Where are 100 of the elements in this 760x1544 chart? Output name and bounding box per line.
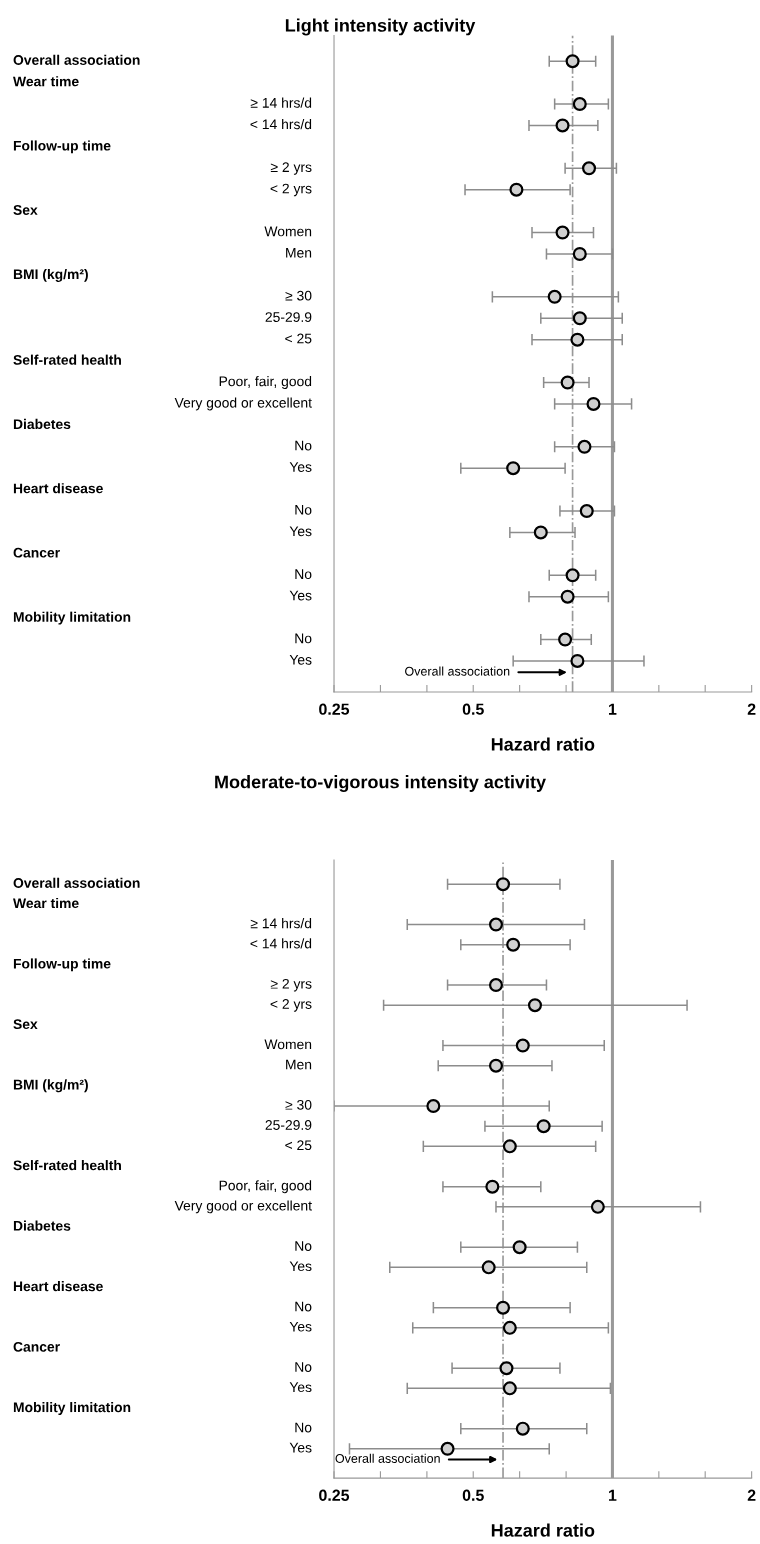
text: Cancer bbox=[13, 547, 60, 558]
point bbox=[502, 1139, 517, 1154]
y-tick-label: ≥ 2 yrs bbox=[270, 978, 312, 992]
x-tick-label: 0.25 bbox=[319, 1489, 350, 1501]
point bbox=[512, 1240, 527, 1255]
point bbox=[586, 396, 601, 411]
y-tick-label: Yes bbox=[289, 655, 312, 665]
x-tick-label: 0.5 bbox=[462, 703, 484, 715]
point bbox=[558, 632, 573, 647]
point bbox=[555, 225, 570, 240]
point bbox=[506, 937, 521, 952]
y-tick-label: No bbox=[295, 1362, 312, 1372]
y-tick-label: Very good or excellent bbox=[174, 397, 312, 411]
y-tick-label: 25-29.9 bbox=[265, 312, 312, 322]
y-tick-label: No bbox=[295, 569, 312, 580]
text: Wear time bbox=[13, 897, 79, 909]
point bbox=[555, 118, 570, 133]
text: Heart disease bbox=[13, 1281, 103, 1292]
y-tick-label: < 25 bbox=[285, 1140, 312, 1151]
y-tick-label: 25-29.9 bbox=[265, 1120, 312, 1130]
y-tick-label: Yes bbox=[289, 1321, 312, 1332]
point bbox=[496, 877, 511, 892]
point bbox=[496, 1300, 511, 1315]
point bbox=[579, 504, 594, 519]
point bbox=[515, 1038, 530, 1053]
point bbox=[499, 1361, 514, 1376]
y-tick-label: < 14 hrs/d bbox=[250, 938, 312, 949]
y-tick-label: ≥ 30 bbox=[285, 1099, 312, 1110]
chart-title: Moderate-to-vigorous intensity activity bbox=[215, 775, 546, 792]
x-tick-label: 0.25 bbox=[319, 703, 350, 715]
y-tick-label: ≥ 14 hrs/d bbox=[250, 918, 312, 929]
y-tick-label: Men bbox=[286, 1059, 312, 1070]
y-tick-label: No bbox=[295, 1301, 312, 1312]
y-tick-label: Yes bbox=[289, 526, 312, 537]
text: Overall association bbox=[13, 877, 140, 888]
y-tick-label: Women bbox=[264, 226, 312, 237]
text: BMI (kg/m²) bbox=[13, 1079, 88, 1093]
y-tick-label: Women bbox=[264, 1039, 312, 1050]
y-tick-label: Poor, fair, good bbox=[219, 1180, 312, 1194]
point bbox=[570, 332, 585, 347]
x-axis-title: Hazard ratio bbox=[491, 737, 595, 751]
text: Heart disease bbox=[13, 483, 103, 494]
text: Diabetes bbox=[13, 1220, 71, 1231]
point bbox=[572, 246, 587, 261]
point bbox=[572, 311, 587, 326]
point bbox=[560, 589, 575, 604]
x-tick-label: 2 bbox=[747, 1489, 756, 1501]
y-tick-label: < 2 yrs bbox=[270, 999, 312, 1012]
x-axis-title: Hazard ratio bbox=[491, 1523, 595, 1537]
x-tick-label: 1 bbox=[609, 1489, 617, 1501]
point bbox=[488, 917, 503, 932]
y-tick-label: ≥ 14 hrs/d bbox=[250, 97, 312, 108]
point bbox=[547, 289, 562, 304]
text: Wear time bbox=[13, 76, 79, 87]
y-tick-label: Yes bbox=[289, 1442, 312, 1453]
point bbox=[570, 653, 585, 668]
y-tick-label: Yes bbox=[289, 590, 312, 601]
y-tick-label: Men bbox=[286, 248, 312, 258]
y-tick-label: No bbox=[295, 440, 312, 451]
point bbox=[488, 978, 503, 993]
chart-title: Light intensity activity bbox=[285, 18, 476, 36]
point bbox=[577, 439, 592, 454]
point bbox=[502, 1320, 517, 1335]
y-tick-label: < 25 bbox=[285, 333, 312, 344]
y-tick-label: Very good or excellent bbox=[174, 1200, 312, 1214]
text: Sex bbox=[13, 1019, 38, 1030]
text: Follow-up time bbox=[13, 958, 111, 972]
text: Sex bbox=[13, 205, 38, 215]
point bbox=[533, 525, 548, 540]
text: BMI (kg/m²) bbox=[13, 268, 88, 282]
y-tick-label: < 14 hrs/d bbox=[250, 119, 312, 130]
y-tick-label: Yes bbox=[289, 462, 312, 472]
ref-line-label: Overall association bbox=[405, 666, 510, 676]
y-tick-label: ≥ 30 bbox=[285, 290, 312, 301]
point bbox=[582, 161, 597, 176]
point bbox=[565, 568, 580, 583]
text: Cancer bbox=[13, 1341, 60, 1352]
y-tick-label: No bbox=[295, 505, 312, 515]
y-tick-label: Yes bbox=[289, 1382, 312, 1393]
text: Diabetes bbox=[13, 418, 71, 430]
y-tick-label: No bbox=[295, 633, 312, 644]
text: Mobility limitation bbox=[13, 1402, 131, 1415]
text: Self-rated health bbox=[13, 354, 121, 365]
point bbox=[565, 54, 580, 69]
point bbox=[572, 97, 587, 112]
y-tick-label: < 2 yrs bbox=[270, 183, 312, 197]
y-tick-label: No bbox=[295, 1241, 312, 1251]
x-tick-label: 0.5 bbox=[462, 1489, 484, 1501]
text: Self-rated health bbox=[13, 1160, 121, 1171]
y-tick-label: Yes bbox=[289, 1261, 312, 1272]
ref-line-label: Overall association bbox=[335, 1453, 440, 1463]
x-tick-label: 1 bbox=[609, 703, 617, 715]
point bbox=[488, 1058, 503, 1073]
point bbox=[527, 998, 542, 1013]
text: Follow-up time bbox=[13, 140, 111, 154]
point bbox=[560, 375, 575, 390]
point bbox=[481, 1260, 496, 1275]
text: Overall association bbox=[13, 54, 140, 65]
y-tick-label: Poor, fair, good bbox=[219, 376, 312, 389]
y-tick-label: ≥ 2 yrs bbox=[270, 162, 312, 175]
